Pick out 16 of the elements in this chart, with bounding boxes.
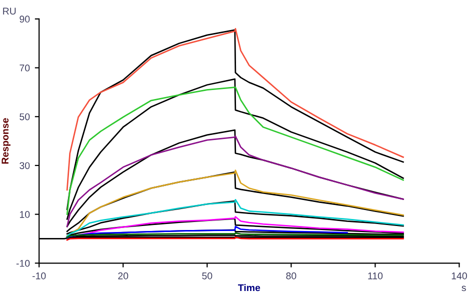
y-tick-label: 50 [20,113,30,120]
x-tick-label: 80 [286,272,296,280]
y-axis-title: Response [2,118,10,164]
text: RU [3,8,16,15]
x-tick-label: -10 [32,272,46,280]
x-tick-label: 140 [452,272,467,280]
x-tick-label: 50 [202,272,212,280]
x-tick-label: 110 [368,272,383,280]
y-tick-label: 70 [20,64,30,72]
x-axis-title: Time [238,284,260,292]
y-tick-label: 90 [20,16,30,23]
y-tick-label: 10 [20,211,30,218]
y-tick-label: 30 [20,162,30,170]
text: s [462,286,466,292]
y-tick-label: -10 [16,260,30,267]
x-tick-label: 20 [118,272,128,280]
